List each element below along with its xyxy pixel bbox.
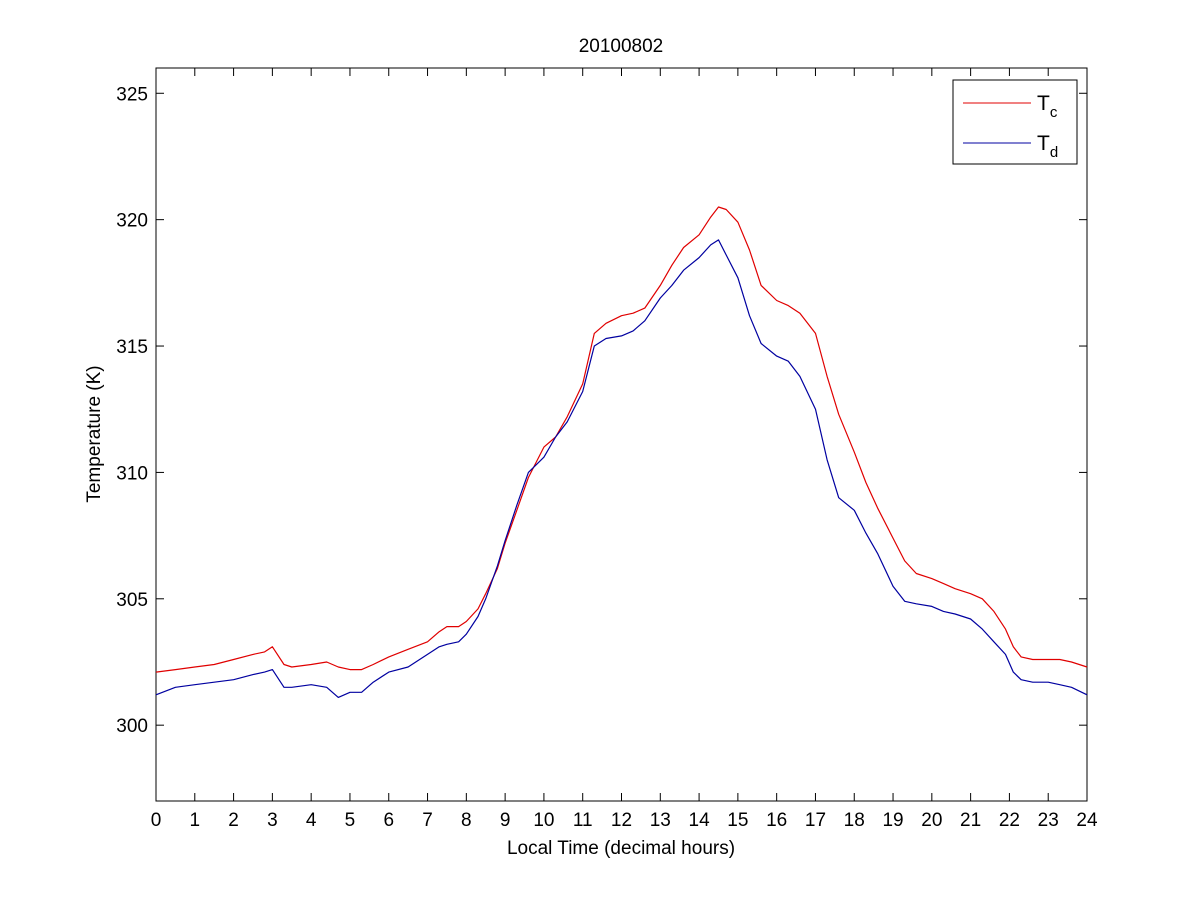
x-tick-label: 2 xyxy=(228,810,239,831)
y-tick-label: 305 xyxy=(116,590,148,611)
x-tick-label: 3 xyxy=(267,810,278,831)
chart-title: 20100802 xyxy=(579,36,664,57)
legend-label-tc-sub: c xyxy=(1050,104,1058,121)
x-tick-label: 13 xyxy=(650,810,671,831)
legend-entry-tc: Tc xyxy=(1037,92,1058,121)
x-tick-label: 8 xyxy=(461,810,472,831)
series-line-tc xyxy=(155,206,1088,673)
legend-label-td-sub: d xyxy=(1050,144,1058,161)
plot-area xyxy=(155,67,1088,802)
x-tick-label: 0 xyxy=(151,810,162,831)
series-line-td xyxy=(155,239,1088,699)
y-tick-label: 325 xyxy=(116,84,148,105)
x-tick-label: 22 xyxy=(999,810,1020,831)
legend: Tc Td xyxy=(952,79,1078,165)
y-tick-label: 320 xyxy=(116,211,148,232)
y-tick-label: 310 xyxy=(116,463,148,484)
y-tick-label: 315 xyxy=(116,337,148,358)
x-tick-label: 5 xyxy=(345,810,356,831)
series-layer xyxy=(155,206,1088,699)
y-axis: 300 305 310 315 320 325 xyxy=(116,84,1087,737)
x-tick-label: 1 xyxy=(190,810,201,831)
x-tick-label: 6 xyxy=(383,810,394,831)
y-axis-label: Temperature (K) xyxy=(84,365,105,502)
x-tick-label: 21 xyxy=(960,810,981,831)
x-tick-label: 24 xyxy=(1076,810,1098,831)
legend-label-tc-main: T xyxy=(1037,92,1050,115)
x-tick-label: 23 xyxy=(1038,810,1059,831)
x-tick-label: 15 xyxy=(727,810,748,831)
x-tick-label: 17 xyxy=(805,810,826,831)
x-tick-label: 9 xyxy=(500,810,511,831)
x-tick-label: 16 xyxy=(766,810,787,831)
x-tick-label: 7 xyxy=(422,810,433,831)
x-axis-label: Local Time (decimal hours) xyxy=(507,838,735,859)
x-tick-label: 4 xyxy=(306,810,317,831)
legend-label-td-main: T xyxy=(1037,132,1050,155)
legend-box xyxy=(952,79,1078,165)
x-tick-label: 18 xyxy=(844,810,865,831)
x-tick-label: 10 xyxy=(533,810,554,831)
x-tick-label: 11 xyxy=(573,810,593,831)
x-tick-label: 20 xyxy=(921,810,942,831)
x-tick-label: 12 xyxy=(611,810,632,831)
x-axis: 0 1 2 3 4 5 6 7 8 9 10 11 12 13 14 15 16 17 18 19 20 21 22 23 24 xyxy=(151,68,1098,831)
x-tick-label: 14 xyxy=(689,810,711,831)
y-tick-label: 300 xyxy=(116,716,148,737)
legend-entry-td: Td xyxy=(1037,132,1058,161)
x-tick-label: 19 xyxy=(882,810,903,831)
